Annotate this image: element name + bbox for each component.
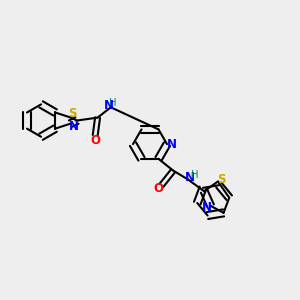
Text: O: O: [153, 182, 163, 195]
Text: H: H: [191, 170, 198, 180]
Text: N: N: [167, 138, 177, 151]
Text: N: N: [202, 201, 212, 214]
Text: S: S: [68, 106, 76, 119]
Text: O: O: [90, 134, 100, 147]
Text: N: N: [104, 99, 114, 112]
Text: H: H: [109, 98, 116, 108]
Text: N: N: [68, 120, 78, 133]
Text: S: S: [217, 173, 226, 186]
Text: N: N: [184, 172, 194, 184]
